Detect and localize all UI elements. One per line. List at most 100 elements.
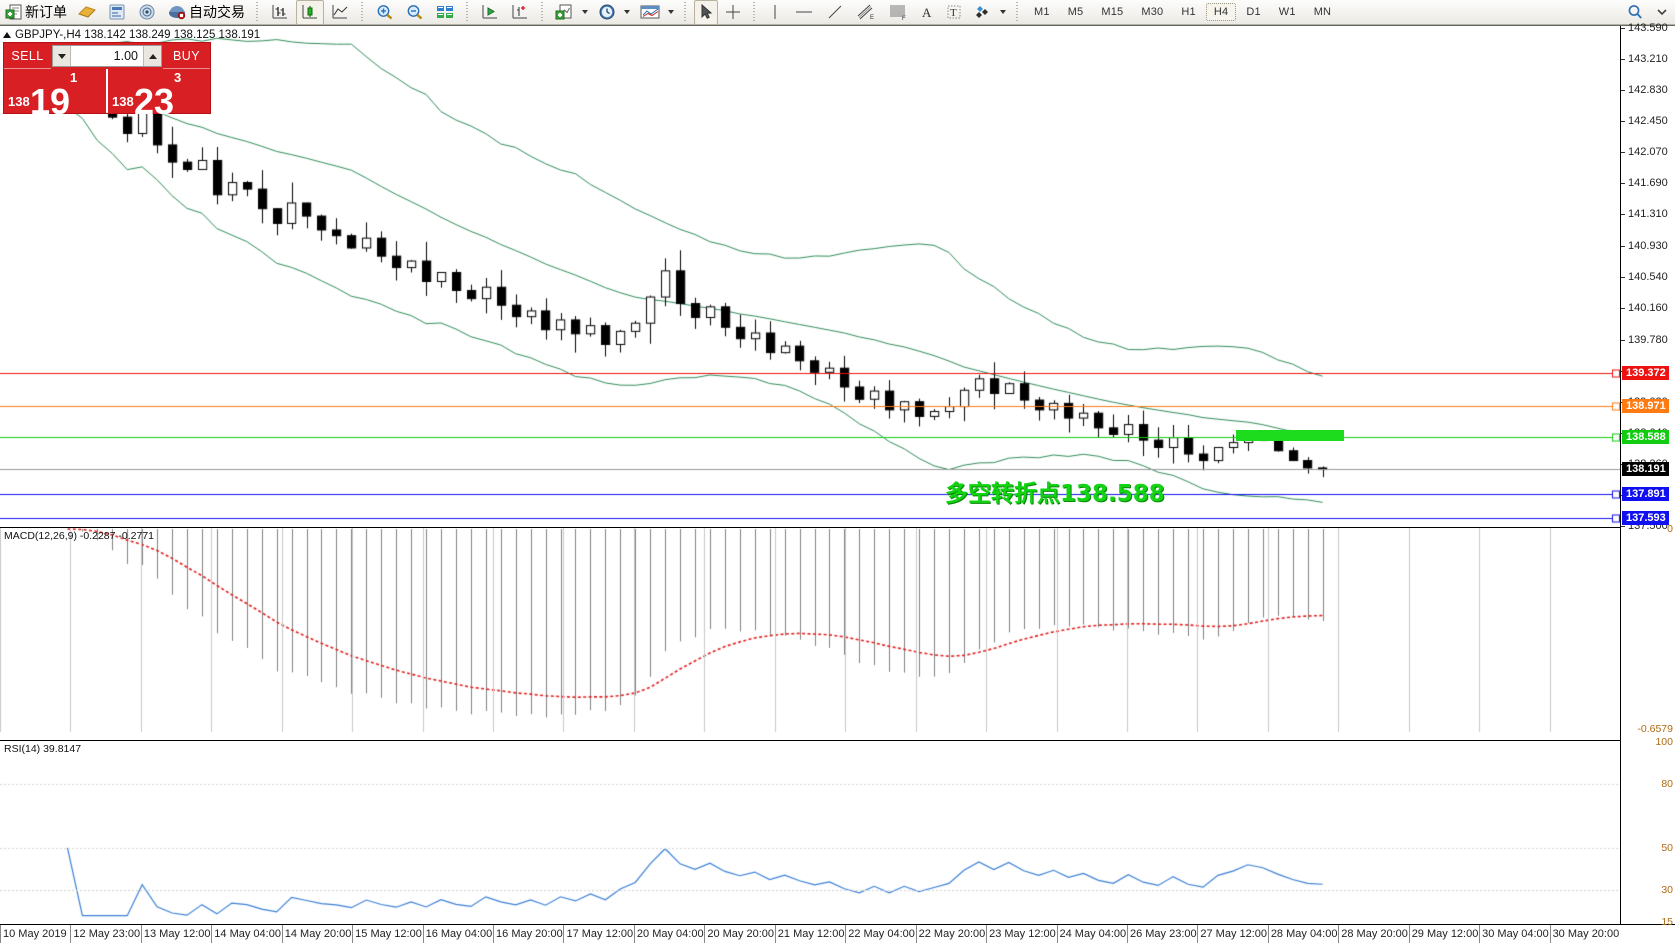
sell-price-quote[interactable]: 138 19 1: [4, 69, 108, 120]
auto-scroll-button[interactable]: [476, 0, 504, 25]
crosshair-button[interactable]: [720, 0, 746, 25]
price-axis[interactable]: 143.590 143.210 142.830 142.450 142.070 141.6…: [1620, 22, 1675, 924]
zoom-in-icon: [377, 5, 393, 20]
price-tick: 142.070: [1621, 146, 1668, 158]
chart-canvas[interactable]: [0, 26, 1620, 924]
price-level-label-pivot-line[interactable]: 138.588: [1622, 430, 1669, 445]
periods-dropdown-icon[interactable]: [624, 10, 630, 14]
timeframe-d1[interactable]: D1: [1246, 6, 1261, 18]
candlestick-chart-button[interactable]: [296, 0, 324, 25]
chart-symbol-header: GBPJPY-,H4 138.142 138.249 138.125 138.1…: [3, 29, 260, 41]
horizontal-line-button[interactable]: [789, 0, 819, 25]
svg-text:T: T: [950, 7, 957, 19]
toolbar-options-button[interactable]: [1650, 0, 1674, 25]
indicators-dropdown-icon[interactable]: [582, 10, 588, 14]
timeframe-w1[interactable]: W1: [1278, 6, 1296, 18]
timeframe-group: M1 M5 M15 M30 H1 H4 D1 W1 MN: [1025, 3, 1340, 21]
price-tick: 142.830: [1621, 84, 1668, 96]
svg-text:F: F: [902, 16, 906, 21]
volume-value[interactable]: 1.00: [113, 49, 138, 63]
horizontal-line-icon: [796, 11, 812, 13]
timeframe-h4[interactable]: H4: [1205, 3, 1237, 21]
timeframe-m30[interactable]: M30: [1141, 6, 1164, 18]
time-axis-separator: [422, 925, 424, 943]
candlestick-chart-icon: [302, 5, 317, 19]
fibonacci-retracement-button[interactable]: F: [883, 0, 913, 25]
zoom-out-button[interactable]: [401, 0, 429, 25]
timeframe-m1[interactable]: M1: [1034, 6, 1050, 18]
volume-stepper[interactable]: 1.00: [52, 45, 162, 67]
time-axis-separator: [0, 925, 1, 943]
time-tick: 21 May 12:00: [777, 928, 845, 940]
line-chart-button[interactable]: [326, 0, 354, 25]
price-level-label-last-price-line[interactable]: 138.191: [1622, 462, 1669, 477]
time-axis-separator: [633, 925, 635, 943]
equidistant-channel-button[interactable]: E: [851, 0, 881, 25]
new-order-icon: [5, 4, 22, 20]
timeframe-m5[interactable]: M5: [1067, 6, 1084, 18]
new-order-button[interactable]: 新订单: [1, 0, 71, 25]
autotrade-button[interactable]: 自动交易: [163, 0, 249, 25]
volume-decrease-button[interactable]: [53, 46, 71, 66]
time-tick: 28 May 20:00: [1341, 928, 1408, 940]
fibonacci-retracement-icon: F: [890, 5, 906, 21]
chart-shift-button[interactable]: [506, 0, 534, 25]
templates-dropdown-icon[interactable]: [668, 10, 674, 14]
one-click-trading-panel[interactable]: SELL 1.00 BUY 138 19 1 138 23 3: [3, 42, 211, 120]
chevron-up-icon: [148, 53, 157, 59]
collapse-triangle-icon[interactable]: [3, 32, 11, 38]
timeframe-m15[interactable]: M15: [1101, 6, 1124, 18]
macd-subwindow[interactable]: MACD(12,26,9) -0.2287 -0.2771: [0, 527, 1620, 732]
chart-window[interactable]: GBPJPY-,H4 138.142 138.249 138.125 138.1…: [0, 22, 1675, 949]
chevron-down-icon: [1657, 9, 1667, 16]
time-axis-separator: [774, 925, 776, 943]
rsi-subwindow[interactable]: RSI(14) 39.8147: [0, 740, 1620, 924]
time-axis-separator: [1549, 925, 1551, 943]
time-axis[interactable]: 10 May 2019 12 May 23:00 13 May 12:00 14 Ma…: [0, 924, 1675, 949]
text-button[interactable]: A: [915, 0, 939, 25]
toolbar-separator: [253, 1, 262, 23]
templates-button[interactable]: [635, 0, 665, 25]
toolbar-separator: [538, 1, 547, 23]
vertical-line-button[interactable]: [763, 0, 787, 25]
search-button[interactable]: [1622, 0, 1648, 25]
price-level-label-orange-line[interactable]: 138.971: [1622, 398, 1669, 413]
cursor-button[interactable]: [694, 0, 718, 25]
shapes-button[interactable]: [969, 0, 997, 25]
equidistant-channel-icon: E: [857, 4, 874, 21]
price-level-label-support-line-1[interactable]: 137.891: [1622, 487, 1669, 502]
timeframe-h1[interactable]: H1: [1181, 6, 1196, 18]
shapes-dropdown-icon[interactable]: [1000, 10, 1006, 14]
trendline-button[interactable]: [821, 0, 849, 25]
time-axis-separator: [70, 925, 72, 943]
time-tick: 20 May 20:00: [707, 928, 774, 940]
chevron-down-icon: [57, 53, 66, 59]
grid-button[interactable]: [431, 0, 459, 25]
buy-price-quote[interactable]: 138 23 3: [108, 69, 210, 120]
time-axis-separator: [1338, 925, 1340, 943]
bar-chart-button[interactable]: [266, 0, 294, 25]
price-level-label-support-line-2[interactable]: 137.593: [1622, 511, 1669, 526]
terminal-button[interactable]: [133, 0, 161, 25]
sell-button[interactable]: SELL: [4, 43, 51, 69]
zoom-in-button[interactable]: [371, 0, 399, 25]
price-level-label-resistance-line[interactable]: 139.372: [1622, 365, 1669, 380]
timeframe-mn[interactable]: MN: [1313, 6, 1332, 18]
indicators-button[interactable]: [551, 0, 579, 25]
time-axis-separator: [1126, 925, 1128, 943]
sell-price-prefix: 138: [8, 94, 30, 109]
price-tick: 140.540: [1621, 271, 1668, 283]
time-axis-separator: [845, 925, 847, 943]
volume-increase-button[interactable]: [143, 46, 161, 66]
time-tick: 20 May 04:00: [636, 928, 704, 940]
text-label-button[interactable]: T: [941, 0, 967, 25]
toolbar-separator: [358, 1, 367, 23]
periods-button[interactable]: [593, 0, 621, 25]
time-tick: 12 May 23:00: [73, 928, 141, 940]
data-window-button[interactable]: [73, 0, 101, 25]
navigator-button[interactable]: [103, 0, 131, 25]
vertical-line-icon: [774, 5, 776, 19]
price-tick: 141.690: [1621, 177, 1668, 189]
chart-title: GBPJPY-,H4 138.142 138.249 138.125 138.1…: [15, 29, 261, 41]
buy-button[interactable]: BUY: [163, 43, 210, 69]
